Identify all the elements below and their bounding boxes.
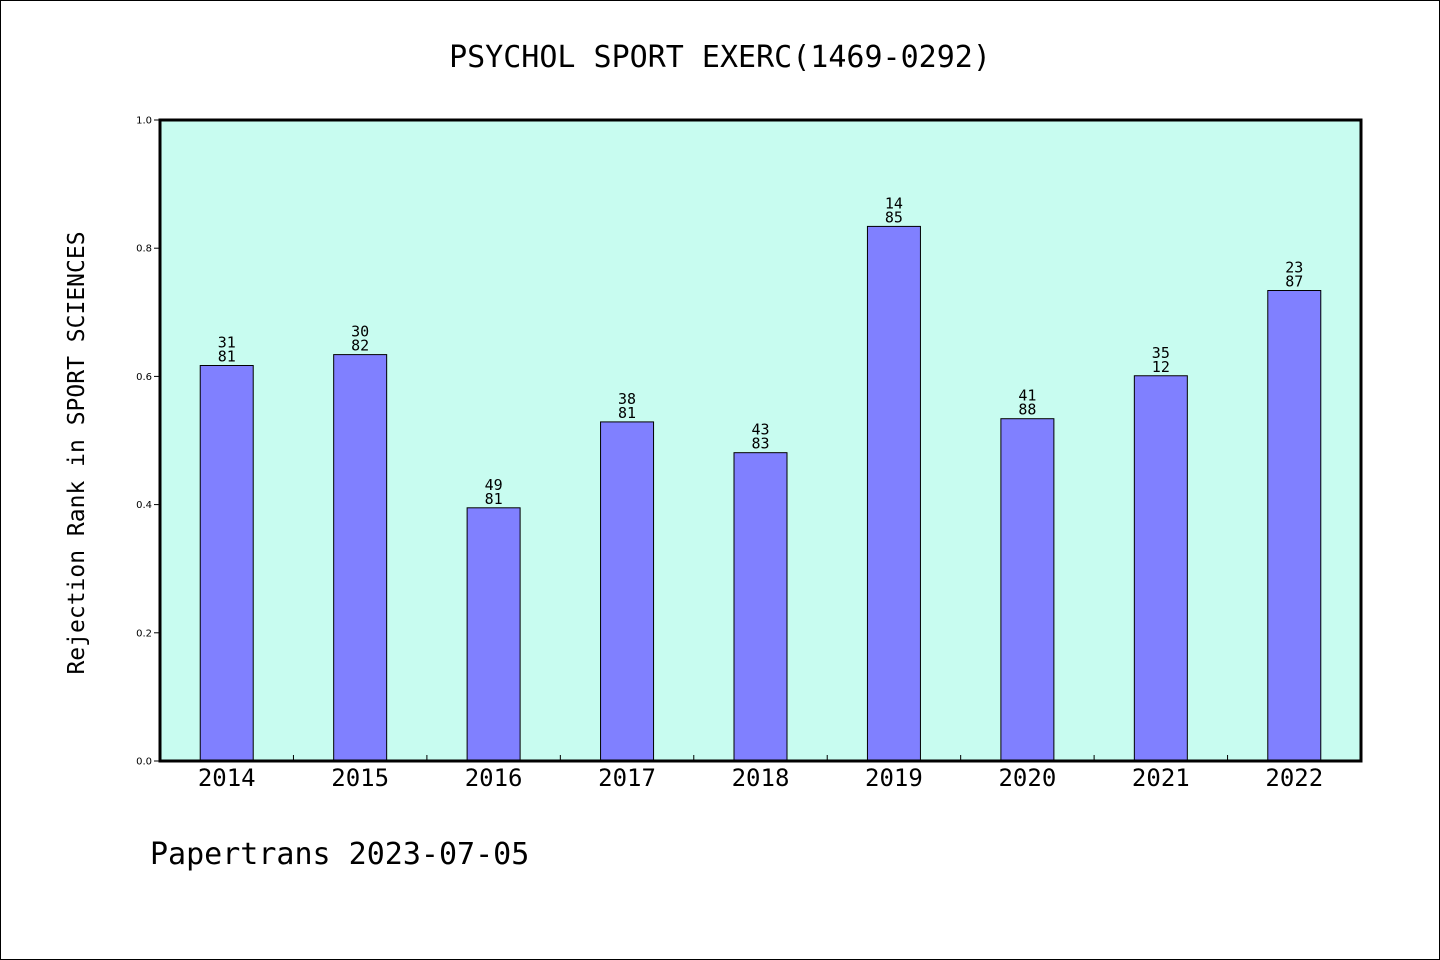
- x-tick-label: 2018: [732, 764, 790, 792]
- data-label: 88: [1018, 401, 1036, 419]
- data-label: 81: [218, 348, 236, 366]
- data-label: 83: [751, 435, 769, 453]
- data-label: 82: [351, 337, 369, 355]
- plot-border: [158, 118, 1363, 763]
- footer-text: Papertrans 2023-07-05: [150, 837, 529, 872]
- y-tick-label: 0.6: [136, 372, 152, 383]
- x-tick-label: 2020: [998, 764, 1056, 792]
- y-tick-label: 1.0: [136, 116, 152, 127]
- x-tick-label: 2015: [331, 764, 389, 792]
- x-tick-label: 2019: [865, 764, 923, 792]
- data-label: 31: [218, 334, 236, 352]
- x-tick-label: 2014: [198, 764, 256, 792]
- y-tick-label: 0.2: [136, 628, 152, 639]
- bar-2018: [733, 452, 788, 762]
- bar-2015: [333, 354, 388, 762]
- y-tick-label: 0.8: [136, 244, 152, 255]
- x-tick-label: 2022: [1265, 764, 1323, 792]
- bar-2016: [466, 507, 521, 762]
- data-label: 87: [1285, 273, 1303, 291]
- bars-group: [199, 225, 1322, 762]
- bar-2022: [1267, 290, 1322, 762]
- bar-2021: [1133, 375, 1188, 762]
- data-label: 35: [1152, 344, 1170, 362]
- x-tick-label: 2017: [598, 764, 656, 792]
- chart-title: PSYCHOL SPORT EXERC(1469-0292): [449, 40, 991, 75]
- bar-2017: [600, 421, 655, 762]
- data-label: 41: [1018, 387, 1036, 405]
- data-label: 23: [1285, 259, 1303, 277]
- y-tick-label: 0.0: [136, 757, 152, 768]
- data-label: 43: [751, 421, 769, 439]
- data-label: 14: [885, 194, 903, 212]
- data-label: 30: [351, 323, 369, 341]
- data-label: 12: [1152, 358, 1170, 376]
- labels-group: 2014318120153082201649812017388120184383…: [198, 194, 1323, 792]
- bar-2014: [199, 365, 254, 762]
- data-label: 49: [485, 476, 503, 494]
- data-label: 81: [618, 404, 636, 422]
- x-tick-label: 2016: [465, 764, 523, 792]
- data-label: 81: [485, 490, 503, 508]
- y-axis-label: Rejection Rank in SPORT SCIENCES: [64, 231, 90, 674]
- y-tick-label: 0.4: [136, 500, 152, 511]
- bar-2019: [866, 225, 921, 762]
- data-label: 38: [618, 390, 636, 408]
- data-label: 85: [885, 208, 903, 226]
- x-tick-label: 2021: [1132, 764, 1190, 792]
- bar-2020: [1000, 418, 1055, 762]
